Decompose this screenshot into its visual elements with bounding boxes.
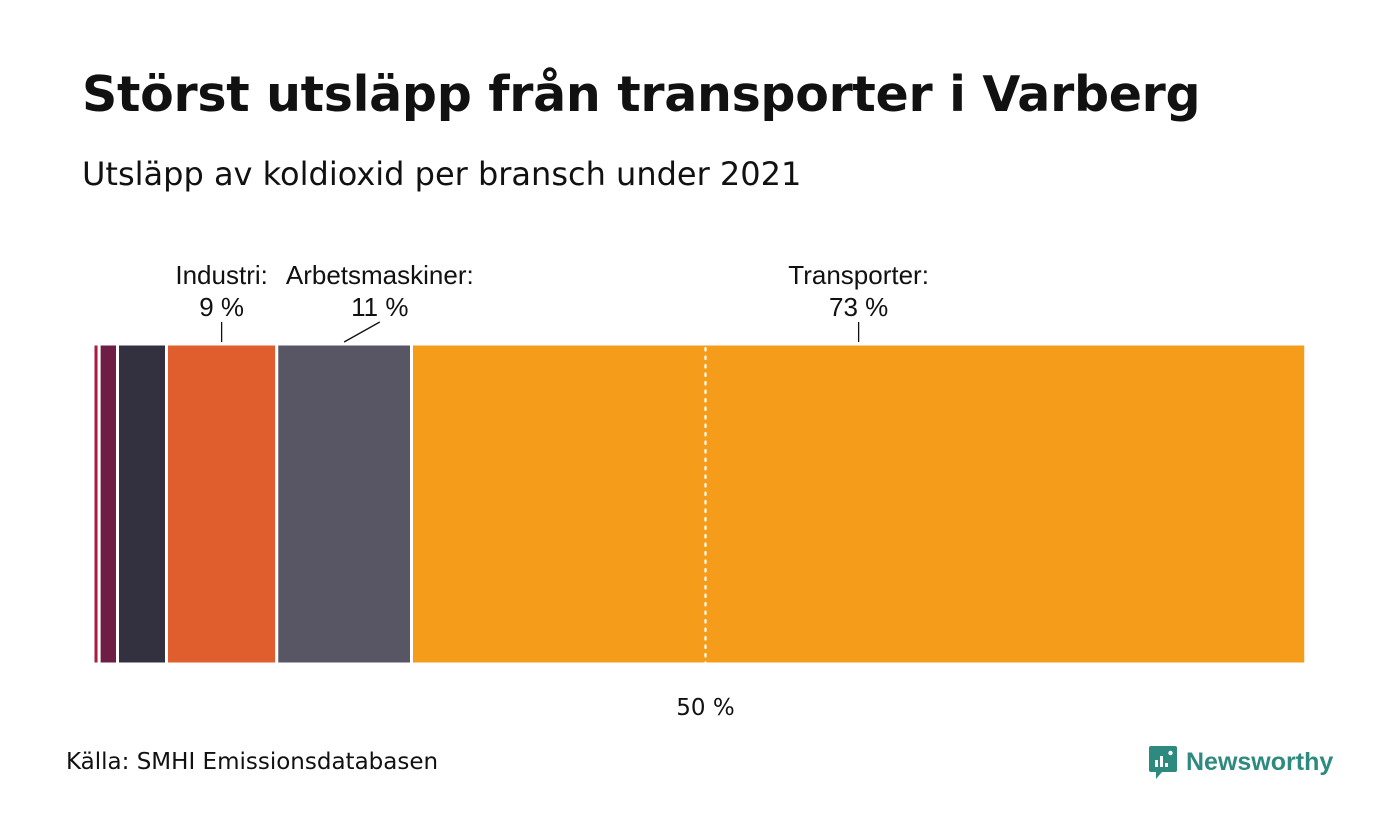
segment-labels: Industri:9 %Arbetsmaskiner:11 %Transport… xyxy=(175,260,929,343)
segment-value-label: 9 % xyxy=(199,292,244,322)
segment-value-label: 11 % xyxy=(351,292,408,322)
bar-segment xyxy=(165,342,279,666)
chart-title: Störst utsläpp från transporter i Varber… xyxy=(82,66,1201,123)
chart-subtitle: Utsläpp av koldioxid per bransch under 2… xyxy=(82,155,802,193)
segment-label-group: Arbetsmaskiner:11 % xyxy=(286,260,474,343)
segment-category-label: Arbetsmaskiner: xyxy=(286,260,474,290)
stacked-bar-chart: 50 % Industri:9 %Arbetsmaskiner:11 %Tran… xyxy=(91,260,1308,721)
segment-category-label: Industri: xyxy=(175,260,268,290)
segment-label-group: Industri:9 % xyxy=(175,260,268,342)
bar-segment xyxy=(116,342,168,666)
newsworthy-logo-icon xyxy=(1149,746,1177,779)
label-leader-line xyxy=(343,321,381,343)
reference-line-group: 50 % xyxy=(676,346,735,721)
segment-label-group: Transporter:73 % xyxy=(788,260,929,342)
reference-line-label: 50 % xyxy=(676,695,734,721)
bar-segment xyxy=(410,342,1308,666)
brand-name: Newsworthy xyxy=(1186,747,1334,776)
segment-category-label: Transporter: xyxy=(788,260,929,290)
bar-segment xyxy=(97,342,119,666)
bar-segment xyxy=(275,342,413,666)
segment-value-label: 73 % xyxy=(829,292,888,322)
bar-segments xyxy=(91,342,1308,666)
brand-logo: Newsworthy xyxy=(1148,744,1333,780)
source-note: Källa: SMHI Emissionsdatabasen xyxy=(66,749,439,775)
